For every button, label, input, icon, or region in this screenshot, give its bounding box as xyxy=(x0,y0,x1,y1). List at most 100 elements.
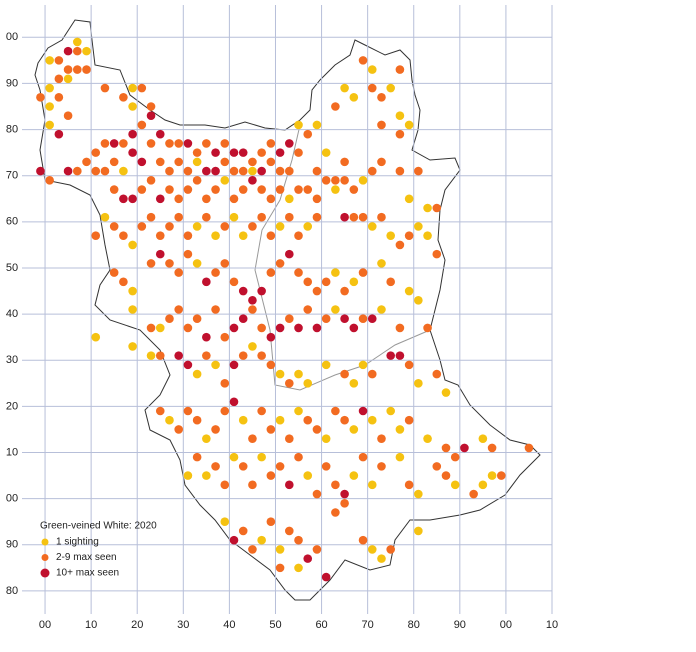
record-dot xyxy=(73,37,82,47)
record-dot xyxy=(294,406,303,416)
record-dot xyxy=(109,222,119,231)
record-dot xyxy=(395,166,405,176)
record-dot xyxy=(109,268,119,277)
x-tick-label: 70 xyxy=(362,619,374,631)
record-dot xyxy=(174,425,183,434)
record-dot xyxy=(441,388,451,397)
record-dot xyxy=(248,434,257,443)
y-tick-label: 10 xyxy=(6,446,18,458)
record-dot xyxy=(321,572,331,582)
record-dot xyxy=(367,480,377,490)
record-dot xyxy=(321,176,331,185)
record-dot xyxy=(165,139,174,148)
record-dot xyxy=(414,526,423,536)
record-dot xyxy=(257,286,266,296)
record-dot xyxy=(63,74,73,84)
record-dot xyxy=(165,222,174,231)
record-dot xyxy=(137,83,147,93)
record-dot xyxy=(349,323,359,333)
x-tick-label: 00 xyxy=(500,619,512,631)
record-dot xyxy=(174,268,183,277)
record-dot xyxy=(340,498,349,508)
record-dot xyxy=(441,443,451,453)
record-dot xyxy=(275,462,285,471)
record-dot xyxy=(100,83,110,93)
y-tick-label: 00 xyxy=(6,493,18,505)
record-dot xyxy=(229,148,239,157)
record-dot xyxy=(109,139,119,148)
record-dot xyxy=(220,259,230,268)
record-dot xyxy=(45,176,54,185)
record-dot xyxy=(174,194,183,204)
record-dot xyxy=(266,231,276,240)
record-dot xyxy=(275,166,285,176)
record-dot xyxy=(165,415,174,425)
record-dot xyxy=(248,305,257,314)
record-dot xyxy=(386,83,395,93)
record-dot xyxy=(128,83,137,93)
record-dot xyxy=(257,185,266,194)
x-tick-label: 90 xyxy=(454,619,466,631)
record-dot xyxy=(183,166,193,176)
record-dot xyxy=(285,379,294,388)
record-dot xyxy=(266,268,276,277)
record-dot xyxy=(63,46,73,56)
record-dot xyxy=(358,212,368,222)
record-dot xyxy=(331,102,340,111)
x-tick-label: 10 xyxy=(546,619,558,631)
record-dot xyxy=(395,240,405,250)
record-dot xyxy=(192,314,202,324)
record-dot xyxy=(423,203,432,213)
record-dot xyxy=(441,471,451,480)
record-dot xyxy=(358,360,368,370)
record-dot xyxy=(285,434,294,443)
record-dot xyxy=(109,157,119,167)
record-dot xyxy=(349,212,359,222)
record-dot xyxy=(63,65,73,74)
record-dot xyxy=(386,231,395,240)
record-dot xyxy=(414,222,423,231)
record-dot xyxy=(414,295,423,305)
record-dot xyxy=(202,332,211,342)
record-dot xyxy=(340,415,349,425)
record-dot xyxy=(220,176,230,185)
record-dot xyxy=(432,249,442,259)
record-dot xyxy=(266,194,276,204)
record-dot xyxy=(450,452,460,462)
record-dot xyxy=(340,314,349,324)
record-dot xyxy=(192,452,202,462)
record-dot xyxy=(349,277,359,287)
record-dot xyxy=(82,46,91,56)
record-dot xyxy=(321,148,331,157)
record-dot xyxy=(358,406,368,416)
record-dot xyxy=(174,351,183,360)
record-dot xyxy=(275,369,285,379)
record-dot xyxy=(377,212,386,222)
record-dot xyxy=(358,176,368,185)
record-dot xyxy=(377,92,386,102)
record-dot xyxy=(257,406,266,416)
record-dot xyxy=(294,120,303,130)
record-dot xyxy=(146,351,156,360)
record-dot xyxy=(395,65,405,74)
record-dot xyxy=(423,434,432,443)
record-dot xyxy=(312,489,322,499)
record-dot xyxy=(377,434,386,443)
record-dot xyxy=(404,120,414,130)
record-dot xyxy=(331,176,340,185)
record-dot xyxy=(404,286,414,296)
record-dot xyxy=(165,185,174,194)
record-dot xyxy=(404,231,414,240)
record-dot xyxy=(91,148,101,157)
record-dot xyxy=(266,425,276,434)
record-dot xyxy=(119,92,128,102)
record-dot xyxy=(100,166,110,176)
record-dot xyxy=(137,185,147,194)
record-dot xyxy=(266,517,276,527)
record-dot xyxy=(155,157,165,167)
record-dot xyxy=(303,471,313,480)
record-dot xyxy=(238,314,248,324)
record-dot xyxy=(229,277,239,287)
record-dot xyxy=(238,166,248,176)
record-dot xyxy=(303,379,313,388)
